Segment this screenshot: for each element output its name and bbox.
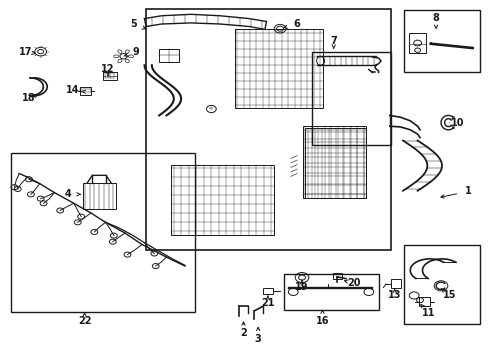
- Bar: [234, 30, 322, 108]
- Bar: [146, 9, 390, 250]
- Text: 2: 2: [240, 328, 246, 338]
- Bar: [105, 73, 109, 78]
- Text: 17: 17: [19, 46, 33, 57]
- Text: 5: 5: [130, 19, 137, 29]
- Bar: [80, 87, 91, 95]
- Text: 19: 19: [295, 282, 308, 292]
- Bar: [311, 51, 390, 145]
- Text: 22: 22: [78, 316, 91, 325]
- Text: 8: 8: [432, 13, 439, 23]
- Bar: [103, 72, 117, 80]
- Text: 7: 7: [330, 36, 336, 46]
- Bar: [284, 274, 378, 310]
- Text: 21: 21: [261, 298, 274, 308]
- Bar: [171, 165, 273, 234]
- Text: 12: 12: [101, 64, 115, 74]
- Text: 16: 16: [315, 316, 328, 325]
- Bar: [82, 183, 116, 210]
- Text: 14: 14: [66, 85, 80, 95]
- Bar: [408, 33, 426, 53]
- Text: 13: 13: [387, 291, 401, 301]
- Bar: [305, 128, 366, 198]
- Text: 4: 4: [64, 189, 71, 199]
- Bar: [418, 297, 429, 306]
- Bar: [263, 288, 272, 294]
- Bar: [404, 10, 479, 72]
- Bar: [11, 153, 194, 312]
- Text: 1: 1: [464, 186, 470, 197]
- Bar: [390, 279, 400, 288]
- Text: 3: 3: [254, 333, 261, 343]
- Text: 10: 10: [450, 118, 464, 128]
- Bar: [303, 126, 366, 198]
- Text: 11: 11: [421, 308, 435, 318]
- Text: 6: 6: [293, 19, 300, 29]
- Bar: [404, 245, 479, 324]
- Bar: [332, 273, 341, 279]
- Bar: [110, 73, 114, 78]
- Bar: [159, 49, 178, 62]
- Text: 15: 15: [442, 291, 455, 301]
- Bar: [80, 89, 91, 93]
- Text: 20: 20: [347, 278, 360, 288]
- Text: 18: 18: [22, 93, 36, 103]
- Text: 9: 9: [133, 46, 140, 57]
